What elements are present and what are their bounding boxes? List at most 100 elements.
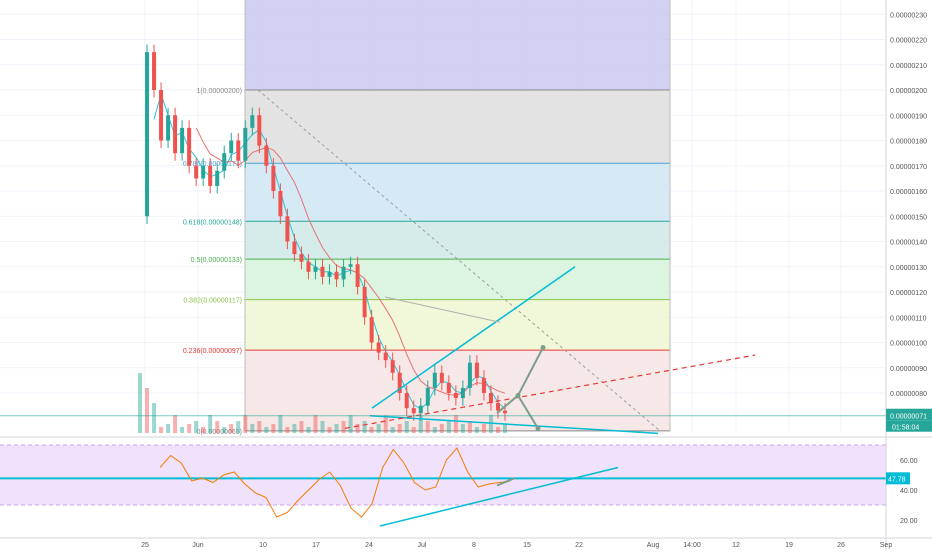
volume-bar-51	[495, 427, 500, 433]
projection-arrow-2	[517, 395, 539, 429]
candle-body-42	[432, 372, 437, 388]
volume-bar-46	[460, 424, 465, 433]
candle-body-2	[152, 52, 157, 90]
candle-body-46	[460, 387, 465, 399]
fibonacci-retracement[interactable]: 1(0.00000200) 0.786(0.00000171) 0.618(0.00…	[183, 0, 671, 436]
candle-body-8	[194, 165, 199, 179]
fib-zone-0	[245, 90, 670, 164]
volume-bar-4	[166, 424, 171, 433]
candle-body-39	[411, 408, 416, 414]
price-tick-label-12: 0.00000110	[890, 315, 927, 322]
candle-body-33	[369, 317, 374, 343]
volume-bar-8	[194, 421, 199, 433]
volume-bar-6	[180, 427, 185, 433]
price-tick-label-5: 0.00000180	[890, 139, 927, 146]
price-tick-label-14: 0.00000090	[890, 366, 927, 373]
time-tick-label-10: 14:00	[683, 542, 701, 549]
time-tick-label-14: Sep	[880, 542, 893, 549]
fib-zone-4	[245, 299, 670, 351]
volume-bar-9	[201, 427, 206, 433]
candle-body-17	[257, 115, 262, 146]
volume-bar-11	[215, 421, 220, 433]
candle-body-34	[376, 342, 381, 353]
time-tick-label-13: 26	[837, 542, 845, 549]
candle-body-31	[355, 264, 360, 287]
rsi-value-label: 47.78	[888, 476, 906, 483]
faint-trend-line	[384, 296, 501, 323]
candle-body-5	[173, 115, 178, 154]
rsi-trend-line	[379, 466, 619, 527]
candle-body-52	[503, 410, 507, 414]
fib-zone-top	[245, 0, 670, 90]
candle-body-20	[278, 191, 283, 217]
rsi-tick-label-1: 40.00	[900, 488, 918, 495]
candle-body-9	[201, 165, 206, 179]
candle-body-14	[236, 140, 241, 161]
candle-body-51	[495, 403, 500, 411]
candle-body-37	[397, 372, 402, 393]
rsi-band	[0, 445, 886, 505]
volume-bar-39	[411, 427, 416, 433]
volume-bar-2	[152, 403, 157, 433]
time-tick-label-4: 24	[365, 542, 373, 549]
candle-body-6	[180, 127, 185, 154]
volume-bar-12	[222, 427, 227, 433]
price-axis[interactable]: 0.00000230 0.00000220 0.00000210 0.00000200…	[885, 0, 932, 550]
projection-arrow-0	[496, 394, 519, 414]
candle-body-32	[362, 286, 367, 318]
candle-body-23	[299, 254, 304, 262]
descending-support-line	[369, 414, 659, 435]
volume-bar-5	[173, 415, 178, 433]
candle-body-38	[404, 393, 409, 409]
rsi-pane[interactable]	[0, 444, 886, 527]
candle-body-40	[418, 405, 423, 414]
candle-body-1	[145, 52, 150, 217]
ascending-channel-top	[371, 266, 576, 409]
volume-bar-7	[187, 424, 192, 433]
price-tick-label-2: 0.00000210	[890, 63, 927, 70]
countdown-label: 01:58:04	[892, 425, 919, 432]
time-tick-label-5: Jul	[418, 542, 427, 549]
volume-bar-35	[383, 415, 388, 433]
volume-bar-33	[369, 427, 374, 433]
candle-body-15	[243, 127, 248, 161]
candlestick-series	[145, 44, 507, 421]
fib-zone-5	[245, 350, 670, 431]
candle-body-44	[446, 382, 451, 393]
volume-bar-45	[453, 415, 458, 433]
fib-level-label-4: 0.382(0.00000117)	[183, 298, 242, 305]
volume-bar-31	[355, 424, 360, 433]
candle-body-12	[222, 153, 227, 171]
price-tick-label-1: 0.00000220	[890, 38, 927, 45]
fib-level-label-2: 0.618(0.00000148)	[183, 219, 242, 226]
volume-bar-49	[481, 424, 486, 433]
rsi-tick-label-0: 60.00	[900, 458, 918, 465]
candle-body-50	[488, 393, 493, 404]
time-axis[interactable]: 25 Jun 10 17 24 Jul 8 15 22 Aug 14:00 12 19 26 Sep	[0, 537, 932, 549]
volume-bar-26	[320, 421, 325, 433]
price-tick-label-6: 0.00000170	[890, 164, 927, 171]
time-tick-label-8: 22	[575, 542, 583, 549]
time-tick-label-9: Aug	[647, 542, 660, 549]
volume-bar-40	[418, 415, 423, 433]
drawing-tools[interactable]	[0, 266, 932, 438]
volume-bar-10	[208, 415, 213, 433]
candle-body-41	[425, 387, 430, 406]
fib-level-label-3: 0.5(0.00000133)	[191, 257, 242, 264]
volume-bar-15	[243, 415, 248, 433]
candle-body-13	[229, 140, 234, 154]
time-tick-label-2: 10	[259, 542, 267, 549]
candle-body-49	[481, 377, 486, 393]
candle-body-4	[166, 115, 171, 141]
price-tick-label-0: 0.00000230	[890, 12, 927, 19]
volume-bar-30	[348, 415, 353, 433]
candle-body-16	[250, 115, 255, 128]
candle-body-26	[320, 266, 325, 277]
time-tick-label-12: 19	[785, 542, 793, 549]
volume-bar-24	[306, 427, 311, 433]
volume-bar-37	[397, 424, 402, 433]
volume-bar-25	[313, 415, 318, 433]
price-tick-label-9: 0.00000140	[890, 240, 927, 247]
